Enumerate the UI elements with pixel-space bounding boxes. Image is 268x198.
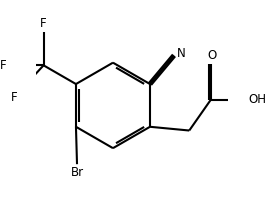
- Text: O: O: [207, 49, 216, 62]
- Text: Br: Br: [70, 166, 84, 179]
- Text: F: F: [11, 91, 18, 104]
- Text: OH: OH: [248, 93, 266, 106]
- Text: F: F: [0, 59, 6, 72]
- Text: N: N: [177, 47, 186, 60]
- Text: F: F: [40, 17, 47, 30]
